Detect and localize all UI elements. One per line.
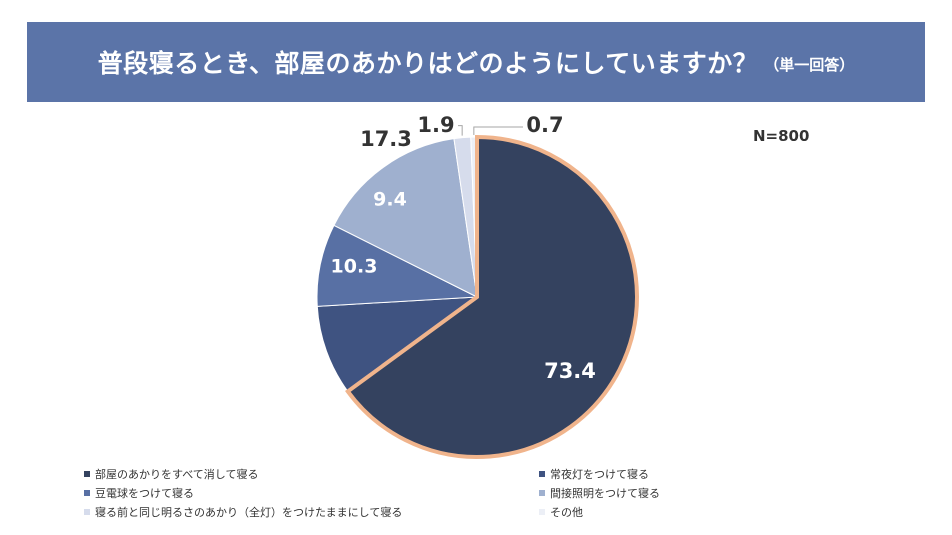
chart-subtitle: （単一回答） (764, 55, 855, 74)
legend-item: その他 (539, 504, 799, 520)
legend-label: その他 (550, 506, 583, 519)
legend-item: 常夜灯をつけて寝る (539, 466, 799, 482)
chart-title: 普段寝るとき、部屋のあかりはどのようにしていますか？ (97, 49, 759, 78)
legend-swatch (84, 509, 90, 515)
legend-label: 間接照明をつけて寝る (550, 487, 660, 500)
legend-label: 寝る前と同じ明るさのあかり（全灯）をつけたままにして寝る (95, 506, 403, 519)
legend-item: 豆電球をつけて寝る (84, 485, 539, 501)
data-label: 9.4 (373, 189, 407, 211)
data-label: 73.4 (544, 359, 596, 383)
legend-swatch (84, 490, 90, 496)
data-labels: 73.4 10.3 9.4 17.31.9 0.7 (331, 113, 596, 383)
data-label: 1.9 (417, 113, 454, 137)
leader-line (473, 126, 523, 136)
chart-legend: 部屋のあかりをすべて消して寝る 常夜灯をつけて寝る 豆電球をつけて寝る 間接照明… (84, 466, 844, 520)
legend-swatch (539, 509, 545, 515)
leader-line (458, 125, 463, 136)
legend-swatch (539, 471, 545, 477)
chart-title-banner: 普段寝るとき、部屋のあかりはどのようにしていますか？ （単一回答） (27, 22, 925, 102)
data-label: 0.7 (526, 113, 563, 137)
legend-item: 寝る前と同じ明るさのあかり（全灯）をつけたままにして寝る (84, 504, 539, 520)
legend-swatch (539, 490, 545, 496)
pie-slice (333, 138, 478, 298)
data-label: 17.3 (360, 127, 412, 151)
legend-label: 豆電球をつけて寝る (95, 487, 194, 500)
legend-label: 常夜灯をつけて寝る (550, 468, 649, 481)
legend-label: 部屋のあかりをすべて消して寝る (95, 468, 259, 481)
legend-item: 間接照明をつけて寝る (539, 485, 799, 501)
data-label: 10.3 (331, 256, 378, 278)
sample-size-label: N=800 (753, 127, 810, 145)
pie-slice-highlight-outline (345, 134, 639, 459)
legend-swatch (84, 471, 90, 477)
legend-item: 部屋のあかりをすべて消して寝る (84, 466, 539, 482)
